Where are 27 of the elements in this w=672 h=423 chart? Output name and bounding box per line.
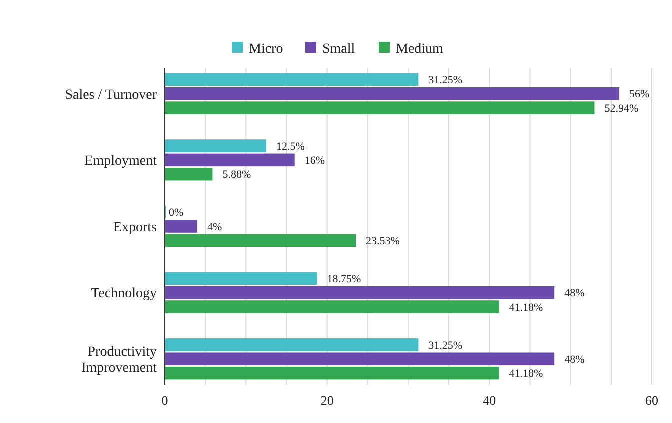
legend-label: Small [322,42,356,57]
data-label: 12.5% [276,140,305,153]
data-label: 41.18% [509,368,544,380]
x-tick-label: 40 [483,393,496,408]
data-label: 48% [564,354,585,366]
legend-label: Medium [396,42,444,57]
data-label: 18.75% [327,273,362,286]
y-tick-label: Exports [113,220,157,236]
data-label: 56% [630,88,650,101]
data-label: 5.88% [222,169,252,182]
data-label: 31.25% [428,74,463,87]
y-tick-label: Employment [84,154,158,170]
x-tick-label: 20 [320,393,334,408]
data-label: 0% [169,207,184,220]
y-tick-label: Sales / Turnover [65,88,158,103]
y-tick-label: Technology [91,286,157,302]
data-label: 16% [304,155,326,168]
data-label: 48% [564,288,585,300]
x-tick-label: 60 [646,393,658,408]
y-tick-label: Productivity Improvement [82,345,158,376]
x-tick-label: 0 [162,393,168,408]
data-label: 41.18% [509,302,544,314]
data-label: 4% [207,221,222,234]
data-label: 23.53% [366,236,400,248]
data-label: 52.94% [604,102,639,115]
data-label: 31.25% [428,340,463,352]
legend-label: Micro [249,42,284,57]
